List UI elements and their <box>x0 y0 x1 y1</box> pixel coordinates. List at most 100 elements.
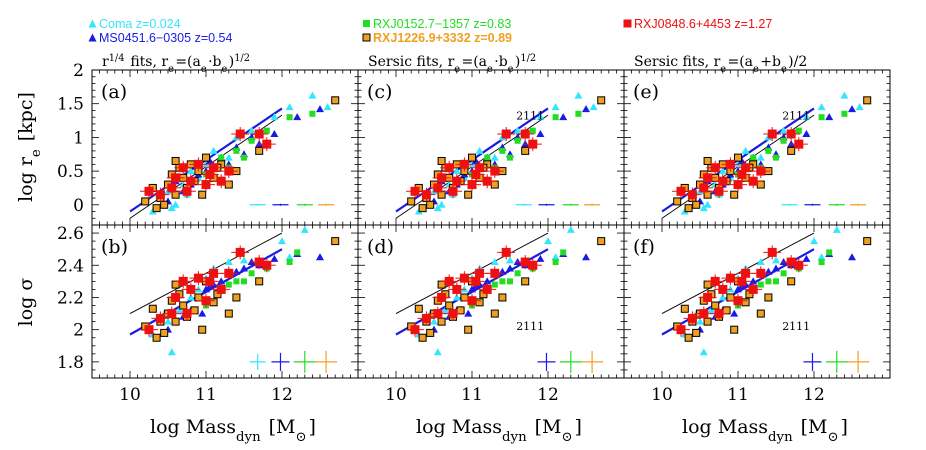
text-run: ] <box>575 416 582 438</box>
text-run: fits, r <box>126 54 168 70</box>
y-tick-label: 2 <box>73 61 84 81</box>
data-point <box>795 127 802 134</box>
y-axis-label-top: log re [kpc] <box>15 92 44 202</box>
data-point <box>437 156 446 165</box>
data-point <box>699 204 708 212</box>
script-text: e <box>201 64 207 75</box>
legend-label: RXJ1226.9+3332 z=0.89 <box>373 31 513 45</box>
data-point <box>499 278 506 285</box>
annotation-2111: 2111 <box>782 110 810 123</box>
data-point <box>544 237 552 245</box>
panel-label: (c) <box>367 81 392 103</box>
data-point <box>802 113 811 121</box>
text-run: =(a <box>461 54 487 70</box>
data-point <box>574 91 583 99</box>
data-point <box>756 153 765 161</box>
data-point <box>224 258 233 266</box>
data-point <box>293 113 302 121</box>
data-point <box>209 146 218 154</box>
data-point <box>703 156 712 165</box>
annotation-2111: 2111 <box>516 320 544 333</box>
script-text: ⊙ <box>295 430 306 445</box>
data-point <box>863 237 872 246</box>
data-point <box>464 309 473 317</box>
data-point <box>840 91 849 99</box>
legend-coma: Coma z=0.024 <box>88 17 181 32</box>
text-run: [M <box>529 416 562 438</box>
data-point <box>863 96 872 105</box>
data-point <box>726 293 735 302</box>
data-point <box>468 153 476 162</box>
data-point <box>551 103 560 111</box>
data-point <box>536 130 545 138</box>
data-point <box>484 154 491 161</box>
data-point <box>521 146 530 155</box>
data-point <box>426 200 435 209</box>
square-marker-icon <box>623 17 632 32</box>
data-point <box>703 200 712 208</box>
text-run: =(a <box>175 54 201 70</box>
data-point <box>718 293 727 301</box>
script-text: e <box>720 64 726 75</box>
data-point <box>703 280 712 289</box>
data-point <box>407 197 416 206</box>
data-point <box>560 249 567 256</box>
data-point <box>464 190 473 199</box>
data-point <box>722 306 731 315</box>
data-point <box>475 298 484 307</box>
x-tick-label: 12 <box>803 385 825 405</box>
data-point <box>551 253 560 261</box>
data-point <box>167 204 176 212</box>
data-point <box>730 325 739 334</box>
data-point <box>707 306 716 314</box>
data-point <box>452 167 461 175</box>
data-point <box>491 281 498 288</box>
script-text: e <box>168 64 174 75</box>
data-point <box>316 105 324 113</box>
y-tick-label: 1.5 <box>57 95 84 115</box>
data-point <box>179 301 188 310</box>
panel-a: 00.511.52(a)r1/4 fits, re =(ae ·be )1/2 <box>57 53 359 226</box>
panel-f: 10 11 12 (f) 2111 <box>623 224 891 405</box>
data-point <box>433 348 442 356</box>
data-point <box>734 153 742 162</box>
data-point <box>198 325 207 334</box>
data-point <box>430 317 438 325</box>
text-run: =(a <box>727 54 753 70</box>
data-point <box>240 264 248 272</box>
data-point <box>233 278 240 285</box>
panel-d: 10 11 12 (d) 2111 <box>357 224 625 405</box>
data-point <box>285 253 294 261</box>
data-point <box>148 304 157 313</box>
data-point <box>521 277 530 286</box>
panel-label: (d) <box>367 236 394 258</box>
data-point <box>498 293 507 302</box>
text-run <box>536 54 537 70</box>
text-run: ) <box>229 54 234 70</box>
data-point <box>582 253 590 261</box>
data-point <box>152 333 161 342</box>
data-point <box>711 301 720 310</box>
data-point <box>171 200 180 208</box>
data-point <box>278 237 286 245</box>
legend-label: RXJ0848.6+4453 z=1.27 <box>634 17 773 31</box>
data-point <box>848 253 856 261</box>
y-tick-label: 2.6 <box>57 224 84 244</box>
text-run: ] <box>841 416 848 438</box>
data-point <box>194 293 203 302</box>
panel-label: (e) <box>633 81 659 103</box>
data-point <box>552 259 559 266</box>
data-point <box>773 278 779 285</box>
data-point <box>255 146 264 155</box>
data-point <box>589 103 598 111</box>
data-point <box>692 200 701 209</box>
y-tick-label: 1.8 <box>57 353 84 373</box>
data-point <box>817 253 826 261</box>
text-run: Sersic fits, r <box>634 54 721 70</box>
script-text: e <box>454 64 460 75</box>
data-point <box>757 281 764 288</box>
x-tick-label: 12 <box>271 385 293 405</box>
data-point <box>186 167 195 175</box>
data-point <box>171 280 180 289</box>
data-point <box>802 254 811 262</box>
